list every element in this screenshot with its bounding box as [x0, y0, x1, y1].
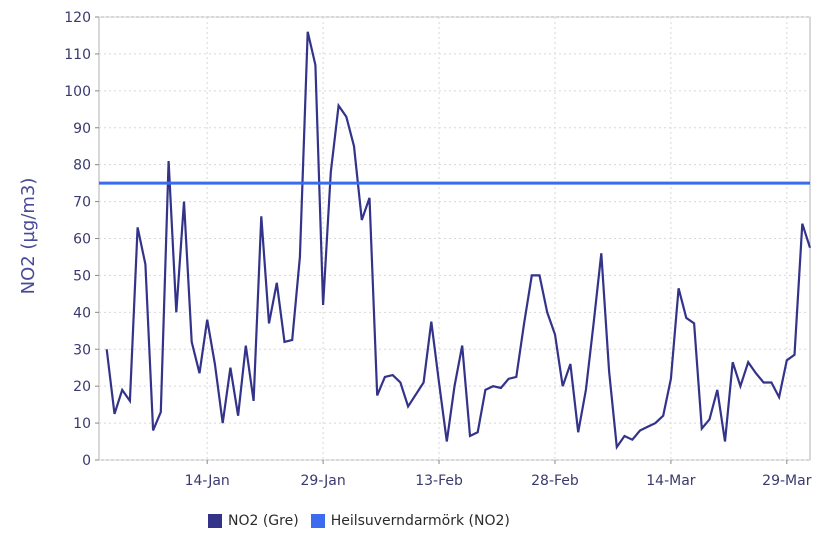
x-tick-label: 14-Mar: [646, 473, 696, 489]
no2-line-chart: 0 10 20 30 40 50 60 70 80 90 100 110 120 14-Jan 29-Ja…: [18, 10, 812, 489]
legend: NO2 (Gre) Heilsuverndarmörk (NO2): [0, 513, 817, 535]
y-tick-label: 120: [64, 10, 91, 26]
y-tick-label: 50: [73, 268, 91, 284]
y-tick-label: 40: [73, 305, 91, 321]
legend-label-limit: Heilsuverndarmörk (NO2): [330, 513, 510, 529]
x-tick-label: 13-Feb: [415, 473, 463, 489]
y-axis: 0 10 20 30 40 50 60 70 80 90 100 110 120: [64, 10, 99, 469]
y-tick-label: 30: [73, 342, 91, 358]
y-tick-label: 110: [64, 47, 91, 63]
legend-swatch-no2: [208, 514, 222, 528]
y-tick-label: 20: [73, 379, 91, 395]
series-line-no2: [105, 31, 812, 451]
y-tick-label: 60: [73, 232, 91, 248]
y-tick-label: 0: [82, 453, 91, 469]
y-tick-label: 100: [64, 84, 91, 100]
series-group: [99, 31, 812, 451]
y-tick-label: 90: [73, 121, 91, 137]
y-tick-label: 70: [73, 195, 91, 211]
legend-item-no2[interactable]: NO2 (Gre): [208, 513, 299, 529]
y-axis-label: NO2 (µg/m3): [18, 178, 39, 295]
y-tick-label: 80: [73, 158, 91, 174]
x-tick-label: 29-Jan: [301, 473, 346, 489]
x-tick-label: 29-Mar: [762, 473, 812, 489]
legend-label-no2: NO2 (Gre): [228, 513, 299, 529]
x-tick-label: 28-Feb: [531, 473, 579, 489]
legend-item-limit[interactable]: Heilsuverndarmörk (NO2): [310, 513, 510, 529]
x-tick-label: 14-Jan: [185, 473, 230, 489]
y-tick-label: 10: [73, 416, 91, 432]
legend-swatch-limit: [310, 514, 325, 528]
x-axis: 14-Jan 29-Jan 13-Feb 28-Feb 14-Mar 29-Mar: [185, 460, 812, 489]
